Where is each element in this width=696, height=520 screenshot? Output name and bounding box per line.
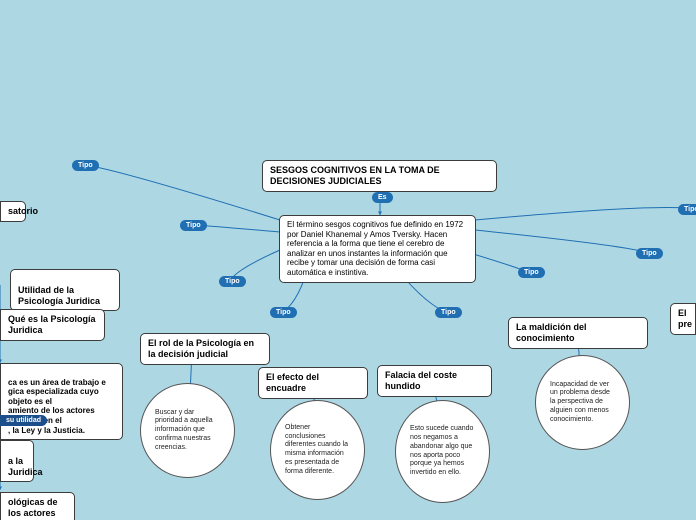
- node-area: ca es un área de trabajo e gica especial…: [0, 363, 123, 440]
- maldicion-text: La maldición del conocimiento: [516, 322, 587, 343]
- tag-tipo-4: Tipo: [270, 307, 297, 318]
- juridica-text: a la Juridica: [8, 456, 43, 477]
- node-satorio: satorio: [0, 201, 26, 222]
- tag-tipo-6: Tipo: [518, 267, 545, 278]
- tag-tipo-7: Tipo: [636, 248, 663, 259]
- tag-tipo-1: Tipo: [72, 160, 99, 171]
- concept-map-canvas: SESGOS COGNITIVOS EN LA TOMA DE DECISION…: [0, 0, 696, 520]
- tag-tipo-5: Tipo: [435, 307, 462, 318]
- falacia-text: Falacia del coste hundido: [385, 370, 457, 391]
- definition-text: El término sesgos cognitivos fue definid…: [287, 220, 463, 277]
- node-juridica: a la Juridica: [0, 440, 34, 482]
- rol-text: El rol de la Psicología en la decisión j…: [148, 338, 254, 359]
- encuadre-desc-text: Obtener conclusiones diferentes cuando l…: [285, 424, 350, 477]
- rol-desc-text: Buscar y dar prioridad a aquella informa…: [155, 409, 220, 453]
- maldicion-desc-text: Incapacidad de ver un problema desde la …: [550, 381, 615, 425]
- title-node: SESGOS COGNITIVOS EN LA TOMA DE DECISION…: [262, 160, 497, 192]
- node-utilidad: Utilidad de la Psicología Juridica: [10, 269, 120, 311]
- node-falacia: Falacia del coste hundido: [377, 365, 492, 397]
- tag-tipo-2: Tipo: [180, 220, 207, 231]
- bubble-maldicion: Incapacidad de ver un problema desde la …: [535, 355, 630, 450]
- tag-es: Es: [372, 192, 393, 203]
- encuadre-text: El efecto del encuadre: [266, 372, 319, 393]
- falacia-desc-text: Esto sucede cuando nos negamos a abandon…: [410, 425, 475, 478]
- bubble-falacia: Esto sucede cuando nos negamos a abandon…: [395, 400, 490, 503]
- area-text: ca es un área de trabajo e gica especial…: [8, 378, 106, 435]
- tag-tipo-3: Tipo: [219, 276, 246, 287]
- tag-tipo-8: Tipo: [678, 204, 696, 215]
- node-rol: El rol de la Psicología en la decisión j…: [140, 333, 270, 365]
- ologicos-text: ológicas de los actores: [8, 497, 58, 518]
- node-que-es: Qué es la Psicología Juridica: [0, 309, 105, 341]
- title-text: SESGOS COGNITIVOS EN LA TOMA DE DECISION…: [270, 165, 440, 186]
- que-es-text: Qué es la Psicología Juridica: [8, 314, 96, 335]
- pre-text: El pre: [678, 308, 692, 329]
- tag-sutilidad: su utilidad: [0, 415, 47, 426]
- node-ologicos: ológicas de los actores: [0, 492, 75, 520]
- node-pre: El pre: [670, 303, 696, 335]
- bubble-encuadre: Obtener conclusiones diferentes cuando l…: [270, 400, 365, 500]
- definition-node: El término sesgos cognitivos fue definid…: [279, 215, 476, 283]
- utilidad-text: Utilidad de la Psicología Juridica: [18, 285, 100, 306]
- satorio-text: satorio: [8, 206, 38, 216]
- node-encuadre: El efecto del encuadre: [258, 367, 368, 399]
- node-maldicion: La maldición del conocimiento: [508, 317, 648, 349]
- bubble-rol: Buscar y dar prioridad a aquella informa…: [140, 383, 235, 478]
